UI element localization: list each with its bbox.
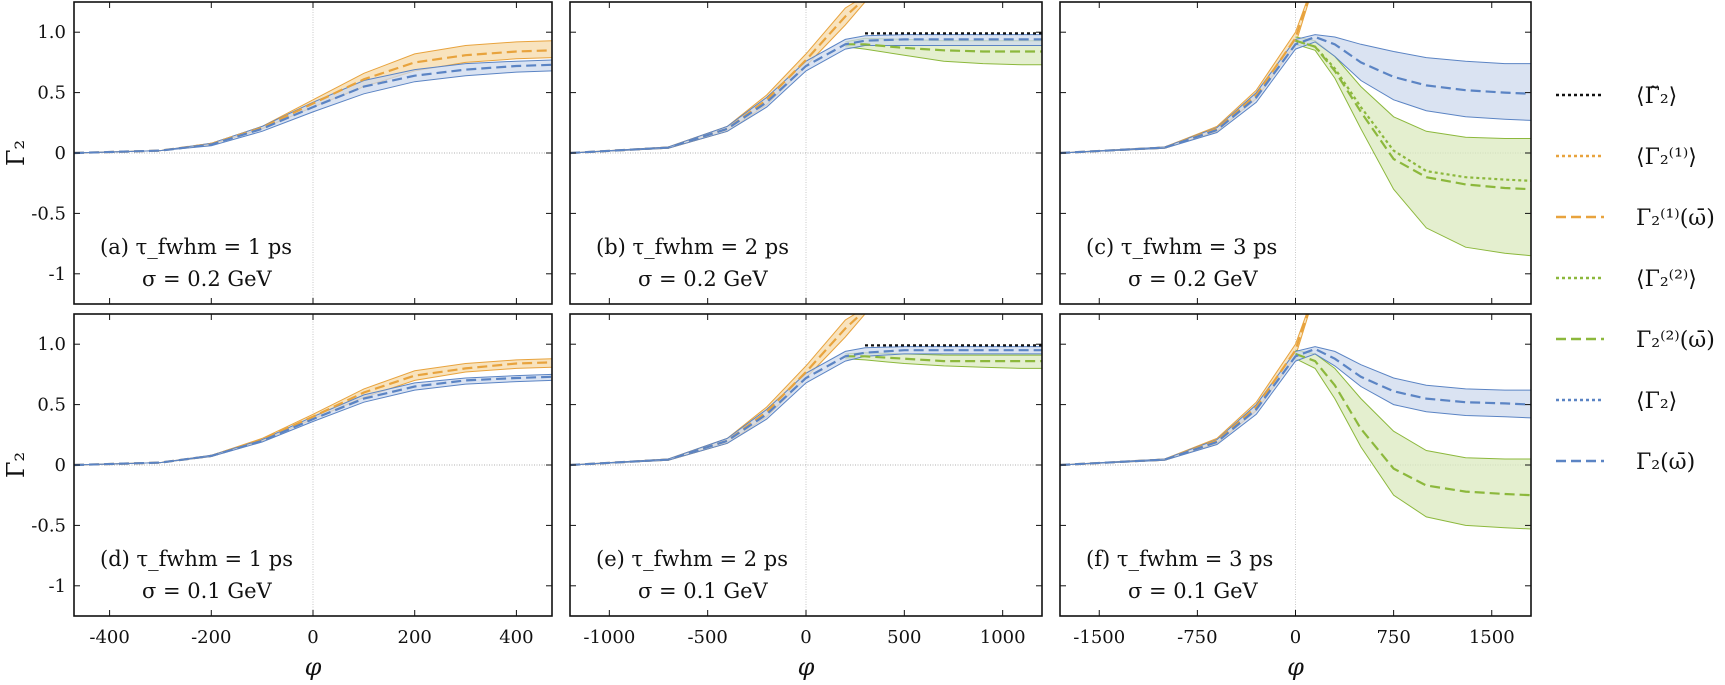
panel-sigma-label: σ = 0.1 GeV [1128, 579, 1259, 603]
series-line-gamma_bar [74, 375, 552, 467]
panel-e: -1000 -500 0 500 1000 φ (e) τ_fwhm = 2 ps σ = 0… [569, 313, 1043, 681]
band-upper-edge-blue [570, 346, 1042, 466]
band-lower-edge-green [845, 358, 1042, 369]
y-tick-label: 0 [55, 455, 66, 476]
band-blue [1060, 34, 1531, 153]
panel-b: (b) τ_fwhm = 2 ps σ = 0.2 GeV [569, 1, 1043, 305]
y-tick-label: 1.0 [37, 22, 66, 43]
x-tick-label: 0 [1290, 627, 1301, 648]
y-tick-label: 1.0 [37, 334, 66, 355]
panel-sigma-label: σ = 0.2 GeV [638, 267, 769, 291]
series-line-gamma_bar [74, 63, 552, 155]
plot-area [74, 314, 552, 616]
band-lower-edge-green [845, 46, 1042, 66]
band-lower-edge-blue [570, 45, 1042, 154]
legend-label-g1_bar: Γ₂⁽¹⁾(ω̄) [1636, 206, 1715, 231]
panel-a: -1 -0.5 0 0.5 1.0 Γ₂ (a) τ_fwhm = 1 ps σ = 0.2 … [2, 1, 553, 305]
series-line-gamma_bar [570, 349, 1042, 467]
legend-label-mean_gamma: ⟨Γ₂⟩ [1636, 389, 1677, 414]
band-lower-edge-blue [74, 70, 552, 154]
series-line-gamma_bar [1060, 347, 1531, 467]
band-lower-edge-green [1295, 358, 1531, 530]
band-lower-edge-blue [570, 353, 1042, 466]
series-line-g2_bar [1295, 352, 1531, 497]
y-tick-label: -1 [48, 264, 66, 285]
band-green [1295, 350, 1531, 529]
legend-label-g2_bar: Γ₂⁽²⁾(ω̄) [1636, 328, 1715, 353]
x-tick-label: -200 [191, 627, 231, 648]
x-tick-label: 1000 [980, 627, 1026, 648]
panel-sigma-label: σ = 0.1 GeV [638, 579, 769, 603]
x-tick-label: 750 [1376, 627, 1410, 648]
band-upper-edge-blue [1060, 346, 1531, 466]
plot-area [570, 314, 1042, 616]
panel-d: -1 -0.5 0 0.5 1.0 -400 -200 0 200 400 Γ₂ φ (d) τ_fwh… [2, 313, 553, 681]
panel-c: (c) τ_fwhm = 3 ps σ = 0.2 GeV [1059, 1, 1532, 305]
legend-label-gamma_bar: Γ₂(ω̄) [1636, 450, 1695, 475]
y-tick-label: 0.5 [37, 83, 66, 104]
series-line-g2_bar [845, 43, 1042, 53]
legend: ⟨Γ̃₂⟩ ⟨Γ₂⁽¹⁾⟩ Γ₂⁽¹⁾(ω̄) ⟨Γ₂⁽²⁾⟩ Γ₂⁽²⁾(ω̄) ⟨Γ₂… [1556, 84, 1715, 475]
legend-label-mean_g1: ⟨Γ₂⁽¹⁾⟩ [1636, 145, 1697, 170]
x-tick-label: -750 [1177, 627, 1217, 648]
plot-area [74, 2, 552, 304]
plot-area [570, 2, 1042, 304]
band-upper-edge-blue [570, 34, 1042, 154]
panel-tau-label: (a) τ_fwhm = 1 ps [100, 235, 292, 259]
y-axis-label: Γ₂ [2, 452, 30, 478]
legend-label-mean_tilde: ⟨Γ̃₂⟩ [1636, 84, 1677, 109]
x-axis-label: φ [798, 653, 815, 681]
y-axis-label: Γ₂ [2, 140, 30, 166]
band-green [1295, 37, 1531, 256]
panel-sigma-label: σ = 0.2 GeV [1128, 267, 1259, 291]
x-axis-label: φ [305, 653, 322, 681]
panel-tau-label: (e) τ_fwhm = 2 ps [596, 547, 788, 571]
x-tick-label: -1000 [583, 627, 635, 648]
band-upper-edge-blue [1060, 34, 1531, 154]
y-tick-label: 0.5 [37, 395, 66, 416]
y-tick-label: -0.5 [31, 515, 66, 536]
panel-sigma-label: σ = 0.1 GeV [142, 579, 273, 603]
x-tick-label: -500 [687, 627, 727, 648]
series-line-g1_bar [1060, 2, 1309, 155]
panel-tau-label: (b) τ_fwhm = 2 ps [596, 235, 789, 259]
panel-tau-label: (f) τ_fwhm = 3 ps [1086, 547, 1273, 571]
x-tick-label: -1500 [1073, 627, 1125, 648]
band-lower-edge-blue [1060, 353, 1531, 466]
x-tick-label: 200 [398, 627, 432, 648]
y-tick-label: -0.5 [31, 203, 66, 224]
x-axis-label: φ [1287, 653, 1304, 681]
series-line-g1_bar [1060, 314, 1309, 467]
band-lower-edge-blue [1060, 41, 1531, 154]
x-tick-label: 500 [887, 627, 921, 648]
series-line-gamma_bar [1060, 35, 1531, 155]
band-blue [1060, 346, 1531, 465]
panel-tau-label: (d) τ_fwhm = 1 ps [100, 547, 293, 571]
x-tick-label: 0 [307, 627, 318, 648]
series-line-gamma_bar [570, 38, 1042, 155]
series-line-g2_bar [845, 355, 1042, 363]
y-tick-label: -1 [48, 576, 66, 597]
y-tick-label: 0 [55, 143, 66, 164]
x-tick-label: -400 [89, 627, 129, 648]
panel-tau-label: (c) τ_fwhm = 3 ps [1086, 235, 1277, 259]
series-line-g2_bar [1295, 39, 1531, 191]
band-orange [74, 40, 552, 154]
x-tick-label: 1500 [1469, 627, 1515, 648]
plot-area [1060, 2, 1531, 304]
x-tick-label: 0 [800, 627, 811, 648]
band-upper-edge-green [1295, 349, 1531, 460]
legend-label-mean_g2: ⟨Γ₂⁽²⁾⟩ [1636, 267, 1697, 292]
band-lower-edge-green [1295, 43, 1531, 257]
panel-sigma-label: σ = 0.2 GeV [142, 267, 273, 291]
panel-f: -1500 -750 0 750 1500 φ (f) τ_fwhm = 3 ps σ = 0… [1059, 313, 1532, 681]
x-tick-label: 400 [499, 627, 533, 648]
plot-area [1060, 314, 1531, 616]
